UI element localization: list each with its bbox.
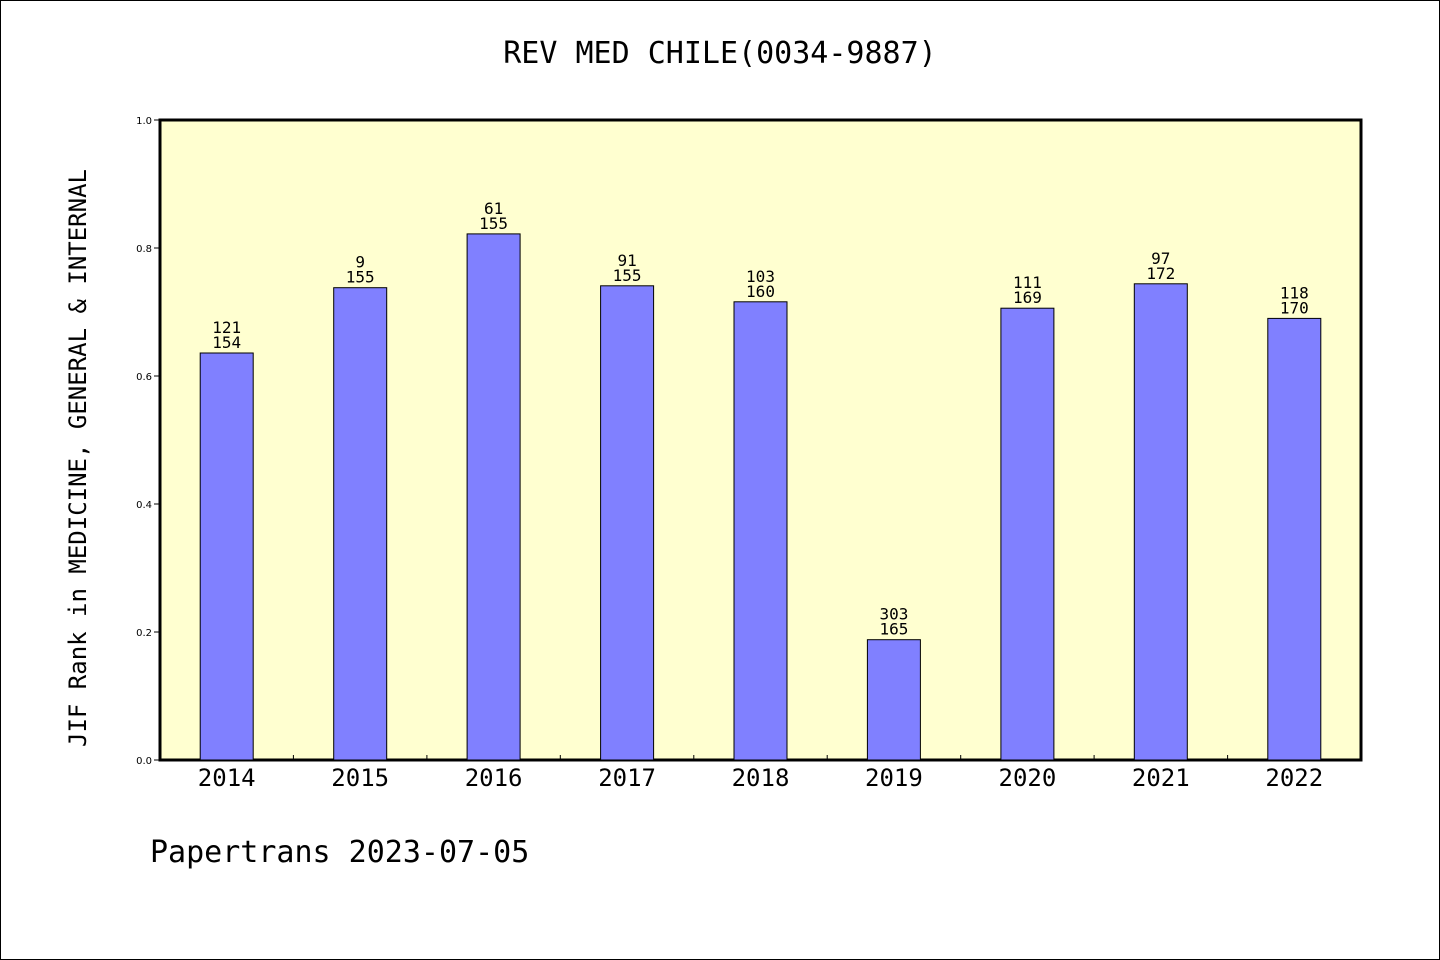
bar-2018 [733,301,788,761]
rank-label: 111 [1013,273,1042,292]
y-tick-label: 0.2 [136,628,152,639]
x-tick-label: 2015 [331,764,389,792]
bar-2022 [1267,317,1322,761]
chart-title: REV MED CHILE(0034-9887) [503,36,937,71]
x-tick-label: 2022 [1265,764,1323,792]
rank-label: 97 [1151,249,1170,268]
total-label: 170 [1280,298,1309,317]
bar-2015 [333,287,388,761]
bar-2021 [1133,283,1188,761]
x-tick-label: 2020 [999,764,1057,792]
x-tick-label: 2014 [198,764,256,792]
x-tick-label: 2016 [465,764,523,792]
y-tick-label: 0.0 [136,756,152,767]
y-tick-label: 0.8 [136,244,152,255]
bar-2014 [199,352,254,761]
x-tick-label: 2021 [1132,764,1190,792]
x-tick-label: 2019 [865,764,923,792]
bar-2016 [466,233,521,761]
y-axis-label: JIF Rank in MEDICINE, GENERAL & INTERNAL [64,169,92,747]
x-tick-label: 2018 [732,764,790,792]
bar-2020 [1000,307,1055,761]
rank-label: 118 [1280,283,1309,302]
bar-2019 [866,639,921,761]
rank-label: 91 [617,251,636,270]
total-label: 160 [746,282,775,301]
total-label: 172 [1146,264,1175,283]
x-tick-label: 2017 [598,764,656,792]
total-label: 165 [879,620,908,639]
total-label: 169 [1013,288,1042,307]
rank-label: 61 [484,199,503,218]
total-label: 155 [613,266,642,285]
rank-label: 103 [746,267,775,286]
total-label: 155 [346,268,375,287]
bar-2017 [600,285,655,761]
y-tick-label: 0.6 [136,372,152,383]
y-tick-label: 1.0 [136,116,152,127]
rank-label: 9 [355,253,365,272]
rank-label: 303 [879,605,908,624]
total-label: 155 [479,214,508,233]
y-tick-label: 0.4 [136,500,152,511]
footer-credit: Papertrans 2023-07-05 [150,835,530,870]
rank-label: 121 [212,318,241,337]
total-label: 154 [212,333,241,352]
